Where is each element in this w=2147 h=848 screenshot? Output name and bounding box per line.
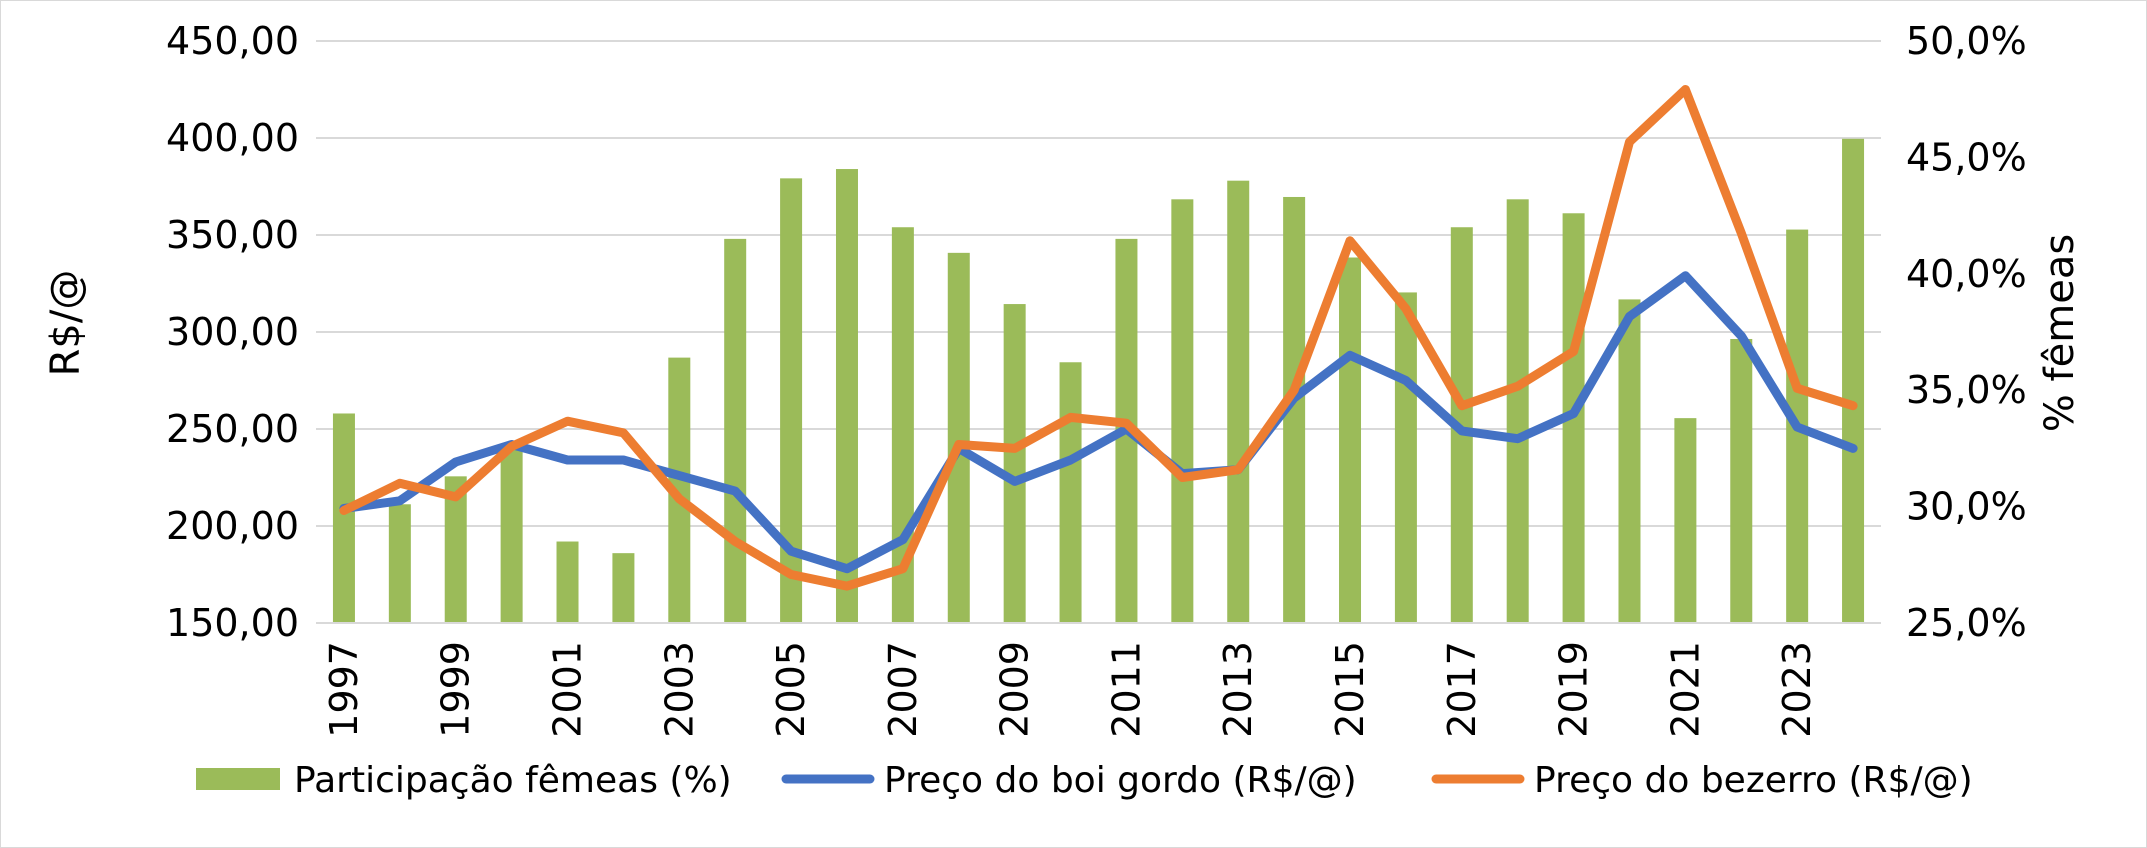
y-tick-label-left: 150,00 <box>166 601 299 645</box>
x-tick-label: 2011 <box>1104 641 1148 738</box>
bar <box>1618 299 1641 623</box>
legend-swatch-bar <box>196 768 280 790</box>
y-tick-label-right: 50,0% <box>1906 19 2027 63</box>
bar <box>1394 292 1417 623</box>
bar <box>388 504 411 623</box>
bar <box>444 476 467 623</box>
x-tick-label: 2007 <box>881 641 925 738</box>
lines-layer <box>339 85 1858 591</box>
y-tick-label-right: 30,0% <box>1906 485 2027 529</box>
bar <box>668 357 691 623</box>
y-tick-label-right: 35,0% <box>1906 368 2027 412</box>
y-tick-label-left: 250,00 <box>166 407 299 451</box>
bar <box>1339 257 1362 623</box>
bar <box>1842 138 1865 623</box>
x-tick-label: 1999 <box>434 641 478 738</box>
y-tick-label-left: 350,00 <box>166 213 299 257</box>
x-tick-label: 2009 <box>993 641 1037 738</box>
line-series-boi-gordo <box>339 271 1858 574</box>
bar <box>500 443 523 623</box>
x-tick-label: 2003 <box>657 641 701 738</box>
bar <box>947 252 970 623</box>
y-axis-title-right: % fêmeas <box>2037 234 2083 432</box>
axes: 150,00 200,00 250,00 300,00 350,00 400,00 450,… <box>166 19 2027 738</box>
y-tick-label-right: 45,0% <box>1906 135 2027 179</box>
legend: Participação fêmeas (%) Preço do boi gord… <box>196 760 1973 801</box>
bar <box>1730 338 1753 623</box>
line-series-bezerro <box>339 85 1858 591</box>
y-axis-title-left: R$/@ <box>43 270 89 377</box>
bar <box>724 238 747 623</box>
y-tick-label-left: 400,00 <box>166 116 299 160</box>
x-tick-label: 2005 <box>769 641 813 738</box>
bar <box>1674 418 1697 623</box>
x-tick-label: 2013 <box>1216 641 1260 738</box>
bar <box>780 178 803 624</box>
y-tick-label-right: 40,0% <box>1906 252 2027 296</box>
bar <box>1171 199 1194 623</box>
legend-label: Preço do boi gordo (R$/@) <box>884 760 1357 801</box>
bar <box>1003 304 1026 623</box>
y-tick-label-right: 25,0% <box>1906 601 2027 645</box>
legend-label: Participação fêmeas (%) <box>294 760 732 801</box>
x-tick-label: 2021 <box>1663 641 1707 738</box>
bar <box>556 541 579 623</box>
bar <box>1059 362 1082 623</box>
bar <box>1506 199 1529 623</box>
y-tick-label-left: 200,00 <box>166 504 299 548</box>
x-tick-label: 1997 <box>322 641 366 738</box>
x-tick-label: 2023 <box>1775 641 1819 738</box>
x-tick-label: 2015 <box>1328 641 1372 738</box>
x-tick-label: 2019 <box>1552 641 1596 738</box>
bars-layer <box>332 138 1865 624</box>
x-tick-label: 2017 <box>1440 641 1484 738</box>
y-tick-label-left: 450,00 <box>166 19 299 63</box>
x-tick-label: 2001 <box>546 641 590 738</box>
bar <box>1227 180 1250 623</box>
y-tick-label-left: 300,00 <box>166 310 299 354</box>
bar <box>332 413 355 623</box>
bar <box>835 169 858 624</box>
bar <box>1283 196 1306 623</box>
legend-label: Preço do bezerro (R$/@) <box>1534 760 1973 801</box>
bar <box>612 553 635 623</box>
